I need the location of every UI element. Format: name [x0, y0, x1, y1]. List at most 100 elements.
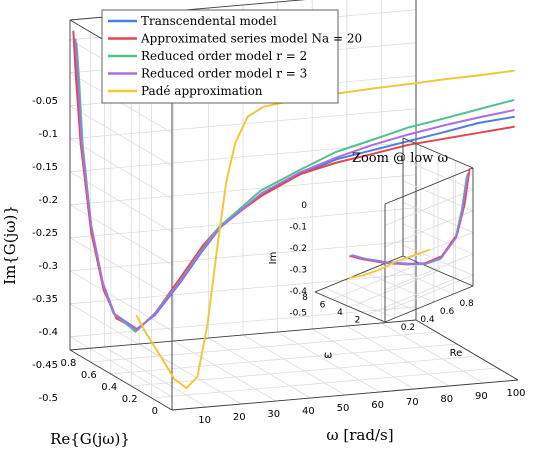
grid-line — [69, 207, 417, 239]
grid-line — [402, 223, 474, 255]
legend-label: Transcendental model — [141, 14, 277, 28]
inset-x-axis-label: ω — [324, 350, 332, 361]
legend-label: Approximated series model Na = 20 — [140, 32, 362, 46]
x-tick-label: 100 — [506, 388, 525, 399]
grid-line — [90, 331, 437, 363]
legend-label: Reduced order model r = 3 — [141, 67, 307, 81]
grid-line — [69, 204, 173, 266]
z-tick-label: -0.1 — [289, 222, 307, 232]
x-tick-label: 20 — [233, 412, 246, 423]
grid-line — [332, 263, 421, 300]
inset-title: Zoom @ low ω — [352, 151, 448, 166]
axis-box-edge — [69, 319, 417, 351]
x-tick-label: 8 — [302, 293, 308, 303]
legend-box — [101, 9, 339, 104]
axis-box-edge — [384, 167, 474, 205]
grid-line — [131, 355, 478, 387]
x-tick-label: 60 — [371, 400, 384, 411]
y-tick-label: 0.6 — [81, 370, 97, 381]
inset-zoom-plot: 2 4 6 8 0.2 0.4 0.6 0.8 0 -0.1 -0.2 -0.3 -0.4 -0.5 Zo… — [268, 137, 474, 361]
z-tick-label: -0.4 — [38, 327, 58, 338]
x-tick-label: 10 — [198, 415, 211, 426]
x-tick-label: 40 — [302, 406, 315, 417]
series-line-5 — [135, 69, 515, 390]
grid-line — [384, 253, 474, 291]
legend-label: Reduced order model r = 2 — [141, 49, 307, 63]
grid-line — [242, 334, 346, 396]
grid-line — [349, 270, 439, 308]
z-tick-label: -0.5 — [38, 393, 58, 404]
z-tick-label: -0.2 — [38, 195, 58, 206]
y-tick-label: 0.4 — [420, 315, 435, 325]
z-tick-label: -0.45 — [32, 360, 58, 371]
axis-box-edge — [415, 319, 519, 381]
grid-line — [104, 346, 207, 408]
z-tick-label: -0.35 — [32, 294, 58, 305]
grid-line — [381, 322, 484, 384]
z-axis-label: Im{G(jω)} — [1, 205, 19, 285]
y-tick-label: 0.8 — [60, 358, 76, 369]
series-line-1 — [351, 173, 469, 265]
axis-box-edge — [171, 379, 519, 411]
grid-line — [363, 271, 435, 303]
grid-line — [324, 287, 395, 319]
main-plot-tick-labels: 10 20 30 40 50 60 70 80 90 10000.20.40.60.8-0.05-… — [32, 96, 525, 426]
y-tick-label: 0.2 — [401, 323, 415, 333]
axis-box-edge — [69, 349, 173, 411]
grid-line — [69, 306, 417, 338]
y-tick-label: 0.8 — [459, 299, 474, 309]
y-tick-label: 0 — [152, 406, 158, 417]
z-tick-label: -0.5 — [289, 308, 307, 318]
legend: Transcendental model Approximated series … — [101, 9, 362, 104]
axis-box-edge — [314, 291, 386, 323]
x-tick-label: 6 — [320, 301, 326, 311]
grid-line — [344, 279, 415, 311]
grid-line — [69, 105, 173, 167]
z-tick-label: -0.4 — [289, 287, 307, 297]
grid-line — [69, 174, 417, 206]
axis-box-edge — [402, 137, 474, 169]
x-axis-label: ω [rad/s] — [326, 426, 393, 444]
grid-line — [384, 189, 474, 226]
series-line-5 — [348, 248, 430, 279]
grid-line — [69, 273, 417, 305]
grid-line — [69, 270, 173, 332]
z-tick-label: -0.2 — [289, 244, 307, 254]
grid-line — [69, 336, 173, 398]
grid-line — [367, 278, 456, 315]
grid-line — [138, 343, 242, 405]
inset-z-axis-label: Im — [268, 252, 279, 265]
grid-line — [384, 274, 474, 312]
axis-box-edge — [402, 255, 474, 287]
series-line-4 — [351, 174, 469, 265]
grid-line — [402, 180, 474, 212]
grid-line — [69, 108, 417, 140]
legend-label: Padé approximation — [141, 84, 263, 98]
grid-line — [384, 210, 474, 248]
z-tick-label: 0 — [301, 201, 307, 211]
grid-line — [208, 337, 311, 399]
z-tick-label: -0.3 — [289, 265, 307, 275]
axis-box-edge — [384, 285, 474, 323]
x-tick-label: 30 — [267, 409, 280, 420]
z-tick-label: -0.25 — [32, 228, 58, 239]
grid-line — [402, 201, 474, 233]
z-tick-label: -0.1 — [38, 129, 58, 140]
inset-y-axis-label: Re — [450, 348, 463, 359]
inset-plot-series — [348, 168, 471, 279]
grid-line — [402, 159, 474, 190]
grid-line — [277, 331, 380, 393]
series-line-4 — [74, 38, 515, 332]
grid-line — [311, 328, 415, 390]
grid-line — [173, 340, 277, 402]
series-line-2 — [72, 30, 515, 331]
grid-line — [383, 263, 454, 295]
z-tick-label: -0.05 — [32, 96, 58, 107]
series-line-2 — [349, 168, 471, 266]
y-tick-label: 0.6 — [440, 307, 455, 317]
x-tick-label: 70 — [406, 397, 419, 408]
grid-line — [151, 367, 498, 399]
inset-plot-tick-labels: 2 4 6 8 0.2 0.4 0.6 0.8 0 -0.1 -0.2 -0.3 -0.4 -0.5 — [289, 201, 474, 333]
z-tick-label: -0.3 — [38, 261, 58, 272]
